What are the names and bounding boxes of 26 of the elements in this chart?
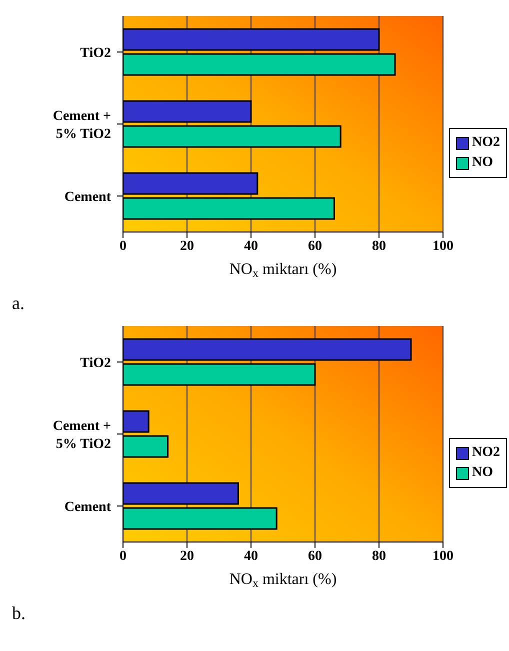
x-axis-title: NO$_{x}$ miktarı (%) [229, 571, 337, 590]
text: a. [12, 293, 24, 314]
y-tick-label: Cement [64, 190, 112, 205]
legend-label: NO [472, 464, 493, 482]
x-tick-label: 0 [120, 548, 126, 564]
y-tick-label: Cement + 5% TiO2 [52, 109, 112, 142]
legend-label: NO2 [472, 134, 500, 152]
x-tick-label: 20 [180, 238, 194, 254]
x-tick-label: 80 [372, 548, 386, 564]
text: b. [12, 603, 26, 624]
x-tick-label: 100 [432, 548, 454, 564]
x-tick-label: 40 [244, 238, 258, 254]
x-tick-label: 60 [308, 548, 322, 564]
x-axis-title: NO$_{x}$ miktarı (%) [229, 261, 337, 280]
y-tick-label: TiO2 [80, 356, 111, 371]
x-tick-label: 100 [432, 238, 454, 254]
x-tick-label: 60 [308, 238, 322, 254]
x-tick-label: 20 [180, 548, 194, 564]
legend-label: NO2 [472, 444, 500, 462]
y-tick-label: Cement [64, 500, 112, 515]
y-tick-label: TiO2 [80, 46, 111, 61]
y-tick-label: Cement + 5% TiO2 [52, 419, 112, 452]
x-tick-label: 40 [244, 548, 258, 564]
x-tick-label: 80 [372, 238, 386, 254]
legend-label: NO [472, 154, 493, 172]
x-tick-label: 0 [120, 238, 126, 254]
